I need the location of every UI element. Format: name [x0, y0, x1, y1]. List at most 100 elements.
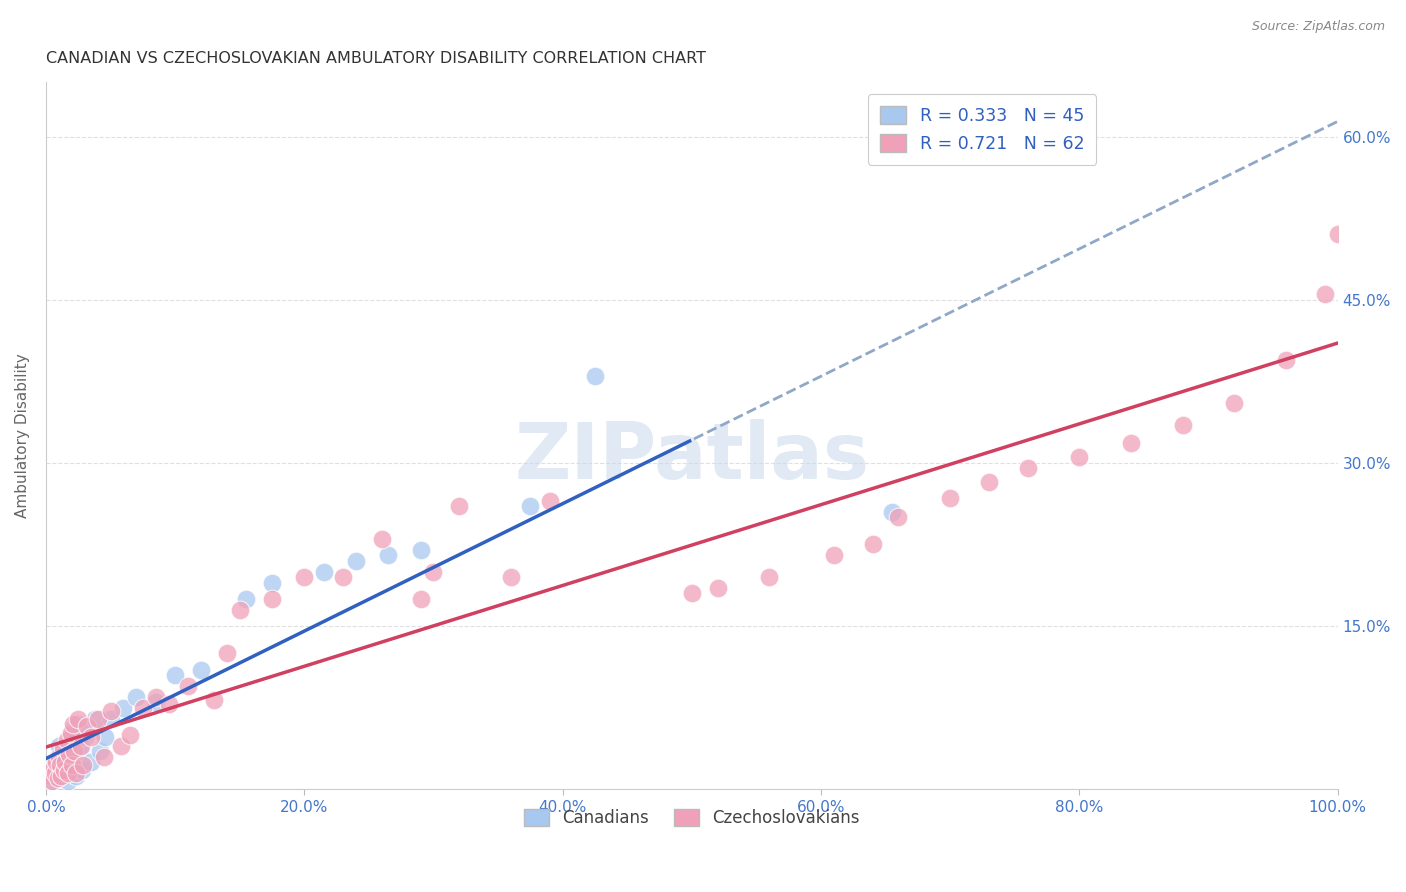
Point — [823, 549, 845, 563]
Point — [53, 752, 76, 766]
Point — [880, 505, 903, 519]
Point — [228, 603, 250, 617]
Point — [89, 744, 111, 758]
Point — [706, 581, 728, 595]
Point — [190, 663, 212, 677]
Point — [52, 744, 75, 758]
Point — [1171, 417, 1194, 432]
Point — [62, 717, 84, 731]
Point — [80, 755, 103, 769]
Point — [60, 760, 83, 774]
Point — [519, 500, 541, 514]
Point — [65, 765, 87, 780]
Point — [94, 730, 117, 744]
Point — [422, 565, 444, 579]
Point — [215, 646, 238, 660]
Point — [51, 772, 73, 786]
Point — [58, 747, 80, 762]
Point — [70, 763, 93, 777]
Point — [39, 760, 62, 774]
Point — [1223, 396, 1246, 410]
Point — [76, 723, 98, 737]
Point — [1313, 287, 1336, 301]
Point — [51, 769, 73, 783]
Point — [44, 765, 66, 780]
Point — [42, 765, 65, 780]
Point — [235, 591, 257, 606]
Point — [56, 765, 79, 780]
Text: CANADIAN VS CZECHOSLOVAKIAN AMBULATORY DISABILITY CORRELATION CHART: CANADIAN VS CZECHOSLOVAKIAN AMBULATORY D… — [46, 51, 706, 66]
Point — [118, 728, 141, 742]
Point — [93, 749, 115, 764]
Text: Source: ZipAtlas.com: Source: ZipAtlas.com — [1251, 20, 1385, 33]
Point — [110, 739, 132, 753]
Point — [758, 570, 780, 584]
Text: ZIPatlas: ZIPatlas — [515, 419, 869, 495]
Point — [132, 700, 155, 714]
Point — [63, 749, 86, 764]
Point — [377, 549, 399, 563]
Point — [55, 733, 77, 747]
Point — [260, 575, 283, 590]
Point — [67, 717, 90, 731]
Point — [344, 554, 367, 568]
Point — [69, 744, 91, 758]
Point — [1326, 227, 1348, 242]
Point — [60, 758, 83, 772]
Point — [1017, 461, 1039, 475]
Point — [62, 723, 84, 737]
Point — [49, 758, 72, 772]
Point — [862, 537, 884, 551]
Point — [67, 712, 90, 726]
Point — [86, 712, 108, 726]
Point — [499, 570, 522, 584]
Point — [41, 773, 63, 788]
Point — [84, 712, 107, 726]
Point — [165, 668, 187, 682]
Point — [45, 769, 67, 783]
Point — [55, 737, 77, 751]
Point — [332, 570, 354, 584]
Point — [977, 475, 1000, 490]
Point — [65, 769, 87, 783]
Point — [53, 763, 76, 777]
Point — [100, 712, 122, 726]
Point — [202, 693, 225, 707]
Point — [59, 730, 82, 744]
Point — [46, 772, 69, 786]
Point — [41, 773, 63, 788]
Point — [38, 769, 60, 783]
Point — [48, 749, 70, 764]
Point — [80, 730, 103, 744]
Point — [177, 679, 200, 693]
Point — [538, 494, 561, 508]
Point — [1275, 352, 1298, 367]
Point — [73, 730, 96, 744]
Point — [49, 758, 72, 772]
Point — [42, 760, 65, 774]
Point — [100, 704, 122, 718]
Point — [53, 755, 76, 769]
Point — [112, 700, 135, 714]
Point — [45, 755, 67, 769]
Point — [72, 758, 94, 772]
Point — [157, 698, 180, 712]
Legend: Canadians, Czechoslovakians: Canadians, Czechoslovakians — [517, 803, 866, 834]
Point — [44, 755, 66, 769]
Point — [58, 755, 80, 769]
Point — [312, 565, 335, 579]
Point — [449, 500, 471, 514]
Point — [52, 740, 75, 755]
Point — [371, 532, 394, 546]
Point — [409, 591, 432, 606]
Point — [53, 765, 76, 780]
Y-axis label: Ambulatory Disability: Ambulatory Disability — [15, 353, 30, 518]
Point — [260, 591, 283, 606]
Point — [409, 542, 432, 557]
Point — [59, 725, 82, 739]
Point — [56, 773, 79, 788]
Point — [1069, 450, 1091, 465]
Point — [70, 739, 93, 753]
Point — [887, 510, 910, 524]
Point — [681, 586, 703, 600]
